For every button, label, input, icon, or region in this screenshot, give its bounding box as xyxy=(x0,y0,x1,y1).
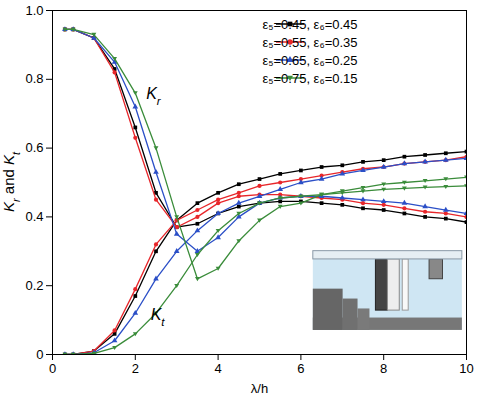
svg-text:ε₅=0.75, ε₆=0.15: ε₅=0.75, ε₆=0.15 xyxy=(262,71,357,86)
svg-text:0: 0 xyxy=(36,347,43,362)
svg-text:Kt: Kt xyxy=(151,306,166,328)
svg-text:6: 6 xyxy=(297,361,304,376)
svg-text:Kr: Kr xyxy=(146,85,162,107)
svg-text:0.2: 0.2 xyxy=(25,278,43,293)
svg-text:0.8: 0.8 xyxy=(25,71,43,86)
svg-text:0: 0 xyxy=(49,361,56,376)
svg-text:2: 2 xyxy=(132,361,139,376)
svg-text:ε₅=0.55, ε₆=0.35: ε₅=0.55, ε₆=0.35 xyxy=(262,35,357,50)
svg-text:λ/h: λ/h xyxy=(251,381,268,396)
svg-text:8: 8 xyxy=(380,361,387,376)
svg-text:10: 10 xyxy=(459,361,473,376)
svg-text:Kr and Kt: Kr and Kt xyxy=(0,151,22,212)
svg-text:1.0: 1.0 xyxy=(25,3,43,18)
svg-text:0.6: 0.6 xyxy=(25,140,43,155)
svg-text:0.4: 0.4 xyxy=(25,209,43,224)
svg-text:ε₅=0.65, ε₆=0.25: ε₅=0.65, ε₆=0.25 xyxy=(262,53,357,68)
svg-text:ε₅=0.45, ε₆=0.45: ε₅=0.45, ε₆=0.45 xyxy=(262,17,357,32)
svg-text:4: 4 xyxy=(214,361,221,376)
